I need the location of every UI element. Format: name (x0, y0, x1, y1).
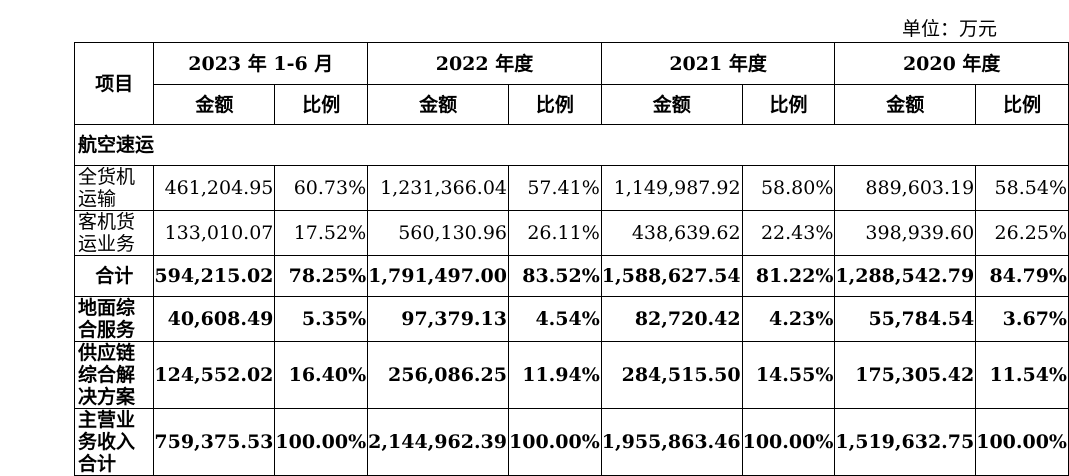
revenue-table: 项目 2023 年 1-6 月 2022 年度 2021 年度 2020 年度 … (73, 42, 1069, 476)
cell-ratio: 100.00% (274, 408, 369, 476)
cell-ratio: 100.00% (975, 408, 1069, 476)
header-amount: 金额 (153, 84, 276, 125)
cell-ratio: 11.94% (508, 341, 602, 409)
cell-amount: 2,144,962.39 (367, 408, 509, 476)
cell-ratio: 58.54% (975, 165, 1069, 211)
cell-amount: 97,379.13 (367, 296, 509, 342)
cell-ratio: 26.25% (975, 210, 1069, 256)
cell-amount: 1,791,497.00 (367, 255, 509, 297)
header-amount: 金额 (834, 84, 977, 125)
cell-amount: 1,955,863.46 (600, 408, 743, 476)
cell-amount: 55,784.54 (834, 296, 977, 342)
cell-ratio: 58.80% (741, 165, 836, 211)
cell-ratio: 14.55% (741, 341, 836, 409)
cell-ratio: 81.22% (741, 255, 836, 297)
cell-amount: 124,552.02 (153, 341, 276, 409)
cell-amount: 1,519,632.75 (834, 408, 977, 476)
cell-amount: 560,130.96 (367, 210, 509, 256)
cell-ratio: 84.79% (975, 255, 1069, 297)
header-ratio: 比例 (741, 84, 836, 125)
cell-amount: 398,939.60 (834, 210, 977, 256)
cell-amount: 461,204.95 (153, 165, 276, 211)
header-amount: 金额 (367, 84, 509, 125)
cell-amount: 256,086.25 (367, 341, 509, 409)
cell-ratio: 22.43% (741, 210, 836, 256)
cell-ratio: 4.23% (741, 296, 836, 342)
cell-ratio: 26.11% (508, 210, 602, 256)
cell-ratio: 57.41% (508, 165, 602, 211)
header-ratio: 比例 (508, 84, 602, 125)
row-label-total: 主营业务收入合计 (73, 408, 155, 476)
unit-label: 单位：万元 (901, 18, 997, 40)
header-amount: 金额 (600, 84, 743, 125)
header-period-1: 2023 年 1-6 月 (153, 42, 369, 85)
cell-amount: 284,515.50 (600, 341, 743, 409)
row-label: 地面综合服务 (73, 296, 155, 342)
cell-ratio: 60.73% (274, 165, 369, 211)
row-label: 全货机运输 (73, 165, 155, 211)
cell-amount: 759,375.53 (153, 408, 276, 476)
cell-ratio: 100.00% (508, 408, 602, 476)
cell-ratio: 11.54% (975, 341, 1069, 409)
header-item: 项目 (73, 42, 155, 125)
header-ratio: 比例 (274, 84, 369, 125)
cell-amount: 82,720.42 (600, 296, 743, 342)
cell-amount: 40,608.49 (153, 296, 276, 342)
cell-amount: 1,288,542.79 (834, 255, 977, 297)
header-ratio: 比例 (975, 84, 1069, 125)
cell-ratio: 78.25% (274, 255, 369, 297)
row-label: 客机货运业务 (73, 210, 155, 256)
cell-ratio: 83.52% (508, 255, 602, 297)
cell-amount: 438,639.62 (600, 210, 743, 256)
header-period-2: 2022 年度 (367, 42, 602, 85)
cell-amount: 1,149,987.92 (600, 165, 743, 211)
section-label: 航空速运 (74, 124, 1069, 166)
cell-amount: 133,010.07 (153, 210, 276, 256)
cell-amount: 1,231,366.04 (367, 165, 509, 211)
header-period-3: 2021 年度 (600, 42, 836, 85)
row-label: 供应链综合解决方案 (73, 341, 155, 409)
cell-amount: 1,588,627.54 (600, 255, 743, 297)
cell-ratio: 16.40% (274, 341, 369, 409)
cell-ratio: 100.00% (741, 408, 836, 476)
cell-ratio: 5.35% (274, 296, 369, 342)
cell-amount: 889,603.19 (834, 165, 977, 211)
cell-ratio: 17.52% (274, 210, 369, 256)
header-period-4: 2020 年度 (834, 42, 1069, 85)
cell-amount: 594,215.02 (153, 255, 276, 297)
row-label-subtotal: 合计 (73, 255, 155, 297)
cell-ratio: 3.67% (975, 296, 1069, 342)
cell-ratio: 4.54% (508, 296, 602, 342)
cell-amount: 175,305.42 (834, 341, 977, 409)
